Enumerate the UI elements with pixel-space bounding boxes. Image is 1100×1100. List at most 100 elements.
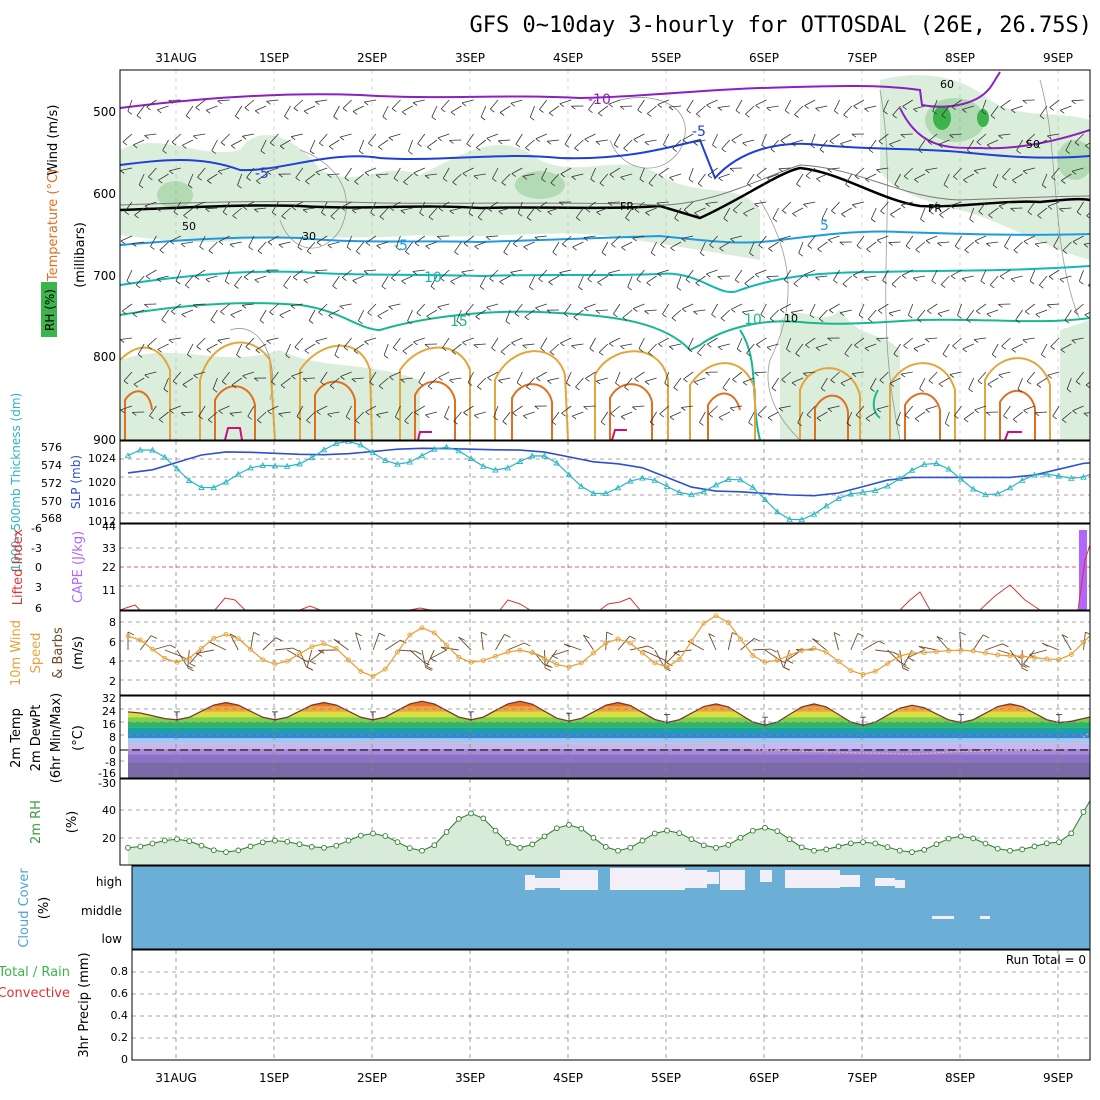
upper-wind-barb (369, 371, 377, 383)
upper-wind-barb (242, 371, 255, 377)
upper-wind-barb (685, 269, 694, 280)
upper-wind-barb (352, 105, 364, 112)
slp-point (945, 465, 953, 472)
tick-label: 31AUG (155, 1071, 197, 1085)
upper-wind-barb (889, 139, 901, 145)
upper-wind-barb (1065, 139, 1072, 151)
upper-wind-barb (548, 105, 560, 114)
rh-point (896, 847, 903, 854)
ylabel-rh-units: (%) (65, 811, 80, 834)
upper-wind-barb (919, 377, 926, 389)
wind-barb (306, 649, 313, 668)
upper-wind-barb (620, 343, 633, 347)
tick-label: 8SEP (945, 51, 975, 65)
upper-wind-barb (890, 207, 901, 215)
upper-wind-barbs (120, 70, 1090, 440)
upper-wind-barb (199, 235, 206, 247)
upper-wind-barb (256, 173, 267, 182)
temp-band (128, 711, 1090, 718)
upper-wind-barb (400, 207, 413, 211)
wind-barb (1029, 649, 1047, 656)
upper-wind-barb (150, 235, 157, 247)
upper-wind-barb (656, 201, 669, 204)
slp-point (1055, 472, 1063, 479)
upper-wind-barb (144, 201, 157, 207)
upper-wind-barb (339, 303, 352, 307)
slp-point (430, 445, 438, 452)
wind-speed-point (223, 631, 229, 637)
rh-point (186, 838, 193, 844)
upper-wind-barb (376, 173, 389, 176)
upper-wind-barb (707, 337, 718, 345)
upper-wind-barb (231, 377, 243, 386)
wind-speed-point (1094, 628, 1098, 632)
upper-wind-barb (1036, 139, 1048, 146)
upper-wind-barb (634, 371, 645, 380)
upper-wind-barb (575, 377, 584, 388)
upper-wind-barb (632, 405, 645, 408)
wind-speed-point (787, 652, 792, 658)
upper-wind-barb (368, 133, 377, 144)
wind-speed-point (836, 658, 841, 664)
upper-wind-barb (1035, 309, 1048, 315)
upper-wind-barb (278, 241, 291, 246)
slp-point (1031, 471, 1038, 478)
upper-wind-barb (515, 133, 523, 145)
wind-speed-point (615, 636, 621, 642)
upper-wind-barb (1025, 303, 1036, 312)
upper-wind-barb (382, 105, 389, 117)
upper-wind-barb (315, 269, 328, 271)
upper-wind-barb (1016, 139, 1023, 151)
upper-wind-barb (742, 377, 755, 383)
rh-point (762, 824, 768, 831)
rh-point (541, 833, 548, 840)
upper-wind-barb (913, 343, 926, 349)
slp-point (933, 460, 940, 466)
wind-speed-point (395, 649, 400, 655)
upper-wind-barb (327, 241, 340, 246)
upper-wind-barb (169, 235, 181, 242)
upper-wind-barb (1049, 99, 1060, 108)
upper-wind-barb (637, 99, 645, 111)
upper-wind-barb (1038, 275, 1048, 286)
rh-label: 60 (940, 78, 954, 91)
slp-point (455, 447, 463, 454)
upper-wind-barb (1023, 167, 1035, 172)
upper-wind-barb (134, 207, 145, 216)
upper-wind-barb (358, 309, 365, 321)
upper-wind-barb (645, 207, 657, 213)
upper-wind-barb (427, 139, 438, 148)
upper-wind-barb (833, 269, 840, 281)
upper-wind-barb (632, 235, 645, 239)
slp-point (602, 490, 610, 496)
upper-wind-barb (441, 337, 450, 349)
upper-wind-barb (706, 99, 718, 106)
upper-wind-barb (425, 411, 438, 416)
upper-wind-barb (207, 173, 218, 181)
temp-band (128, 727, 1090, 733)
wind-barb (409, 649, 424, 663)
upper-wind-barb (144, 371, 157, 376)
upper-wind-barb (560, 167, 572, 175)
upper-wind-barb (328, 309, 340, 316)
upper-wind-barb (308, 309, 316, 321)
upper-wind-barb (954, 405, 962, 416)
wind-speed-point (235, 636, 241, 642)
upper-wind-barb (1034, 411, 1048, 414)
upper-wind-barb (120, 337, 133, 340)
rh-point (590, 834, 597, 841)
upper-wind-barb (354, 173, 365, 182)
wind-speed-point (150, 646, 155, 652)
upper-wind-barb (894, 173, 901, 185)
upper-wind-barb (145, 269, 157, 277)
tick-label: 3SEP (455, 51, 485, 65)
slp-point (357, 441, 365, 448)
upper-wind-barb (146, 99, 157, 108)
upper-wind-barb (266, 337, 279, 342)
tick-label: 500 (93, 105, 116, 119)
upper-wind-barb (510, 269, 523, 273)
upper-wind-barb (450, 275, 462, 282)
wind-speed-point (529, 650, 535, 656)
wind-barb (972, 634, 984, 651)
upper-wind-barb (522, 173, 535, 177)
